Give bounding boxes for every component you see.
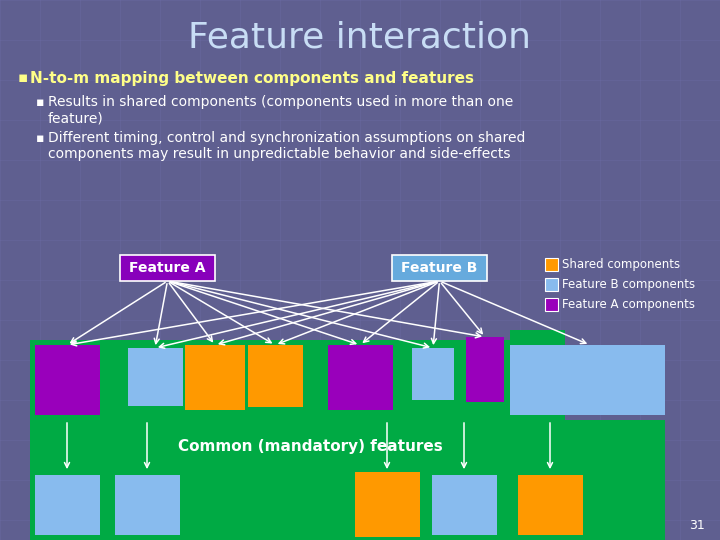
Text: Common (mandatory) features: Common (mandatory) features xyxy=(178,438,442,454)
Text: Shared components: Shared components xyxy=(562,258,680,271)
Bar xyxy=(510,345,665,415)
Bar xyxy=(412,348,454,400)
Bar xyxy=(128,348,183,406)
Bar xyxy=(355,472,420,537)
Bar xyxy=(35,345,100,415)
Text: Feature A: Feature A xyxy=(130,261,206,275)
Text: ▪: ▪ xyxy=(36,132,45,145)
Text: Feature interaction: Feature interaction xyxy=(189,21,531,55)
Bar xyxy=(185,345,245,410)
Bar xyxy=(545,258,558,271)
Text: Feature A components: Feature A components xyxy=(562,298,695,311)
Bar xyxy=(115,475,180,535)
Bar xyxy=(432,475,497,535)
Bar xyxy=(392,255,487,281)
Text: Results in shared components (components used in more than one: Results in shared components (components… xyxy=(48,95,513,109)
Bar xyxy=(35,475,100,535)
Bar xyxy=(30,472,665,540)
Text: components may result in unpredictable behavior and side-effects: components may result in unpredictable b… xyxy=(48,147,510,161)
Text: N-to-m mapping between components and features: N-to-m mapping between components and fe… xyxy=(30,71,474,85)
Text: ▪: ▪ xyxy=(36,96,45,109)
Bar xyxy=(545,298,558,311)
Text: feature): feature) xyxy=(48,111,104,125)
Text: 31: 31 xyxy=(689,519,705,532)
Bar xyxy=(518,475,583,535)
Text: Feature B: Feature B xyxy=(401,261,477,275)
Bar xyxy=(510,330,565,362)
Text: ▪: ▪ xyxy=(18,71,28,85)
Text: Feature B components: Feature B components xyxy=(562,278,695,291)
Bar xyxy=(545,278,558,291)
Text: Different timing, control and synchronization assumptions on shared: Different timing, control and synchroniz… xyxy=(48,131,526,145)
Bar xyxy=(328,345,393,410)
Bar xyxy=(30,340,565,420)
Bar xyxy=(466,337,504,402)
Bar xyxy=(120,255,215,281)
Bar xyxy=(30,420,665,472)
Bar xyxy=(248,345,303,407)
